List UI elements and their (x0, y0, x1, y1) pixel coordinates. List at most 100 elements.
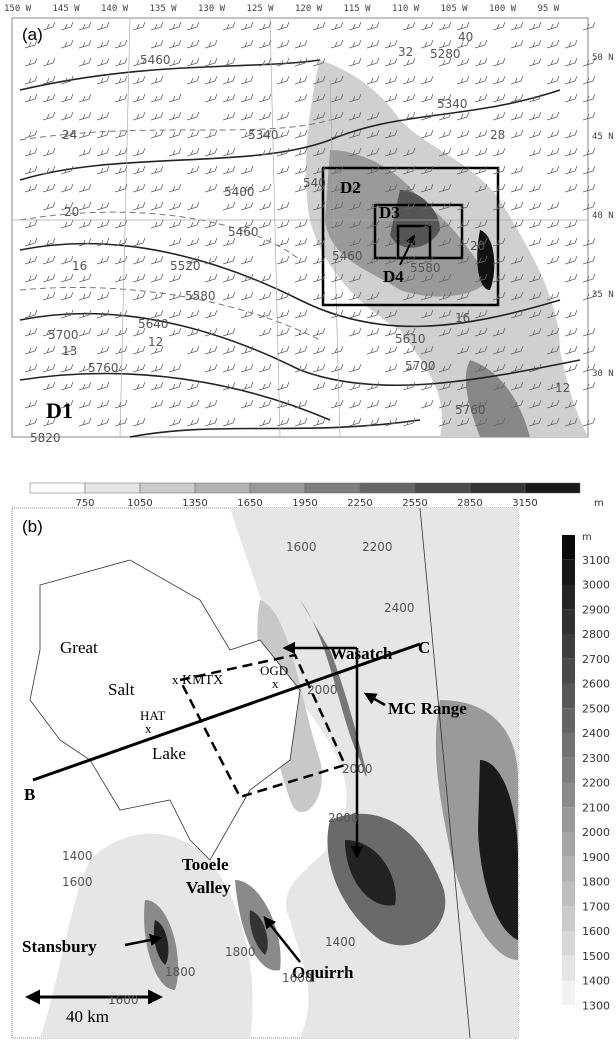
contour-label: 5460 (332, 249, 363, 263)
colorbar-swatch (360, 483, 415, 493)
station-label: HAT (140, 708, 165, 723)
contour-label: 5700 (48, 328, 79, 342)
contour-label: 1400 (62, 849, 93, 863)
colorbar-label: 2250 (347, 498, 372, 509)
domain-label: D2 (340, 178, 361, 197)
lon-label: 105 W (441, 4, 469, 14)
colorbar-label: 1950 (292, 498, 317, 509)
colorbar-label: 2850 (457, 498, 482, 509)
contour-label: 1600 (108, 993, 139, 1007)
colorbar-label: 1800 (582, 876, 610, 889)
domain-label: D1 (46, 398, 73, 423)
colorbar-swatch (470, 483, 525, 493)
colorbar-swatch (140, 483, 195, 493)
colorbar-label: 2000 (582, 826, 610, 839)
contour-label: 5340 (248, 128, 279, 142)
lat-label: 45 N (592, 132, 614, 142)
contour-label: 540 (303, 176, 326, 190)
colorbar-swatch (305, 483, 360, 493)
colorbar-label: 1350 (182, 498, 207, 509)
colorbar-swatch (525, 483, 580, 493)
contour-label: 5520 (170, 259, 201, 273)
colorbar-swatch (562, 981, 575, 1006)
lon-label: 120 W (295, 4, 323, 14)
lon-label: 140 W (101, 4, 129, 14)
colorbar-label: 1700 (582, 900, 610, 913)
lon-label: 95 W (538, 4, 560, 14)
colorbar-swatch (562, 1005, 575, 1030)
colorbar-swatch (562, 609, 575, 634)
colorbar-label: 2900 (582, 603, 610, 616)
contour-label: 2400 (384, 601, 415, 615)
contour-label: 20 (64, 205, 79, 219)
contour-label: 12 (555, 381, 570, 395)
colorbar-swatch (562, 882, 575, 907)
station-label: KMTX (182, 673, 223, 688)
contour-label: 5580 (410, 261, 441, 275)
contour-label: 12 (148, 335, 163, 349)
lat-label: 40 N (592, 211, 614, 221)
colorbar-label: 2600 (582, 678, 610, 691)
station-marker: x (145, 721, 152, 736)
station-marker: x (172, 672, 179, 687)
place-label: Valley (186, 878, 231, 897)
place-label: Salt (108, 680, 135, 699)
colorbar-swatch (562, 832, 575, 857)
contour-label: 24 (62, 128, 77, 142)
figure: (a) D2 D3 D4 D1 546032528040534053402428… (0, 0, 616, 1041)
colorbar-swatch (195, 483, 250, 493)
lon-label: 115 W (344, 4, 372, 14)
colorbar-label: 2700 (582, 653, 610, 666)
place-label: MC Range (388, 699, 467, 718)
contour-label: 1600 (62, 875, 93, 889)
colorbar-label: 1050 (127, 498, 152, 509)
contour-label: 1600 (282, 971, 313, 985)
section-end: B (24, 785, 35, 804)
contour-label: 5640 (138, 317, 169, 331)
colorbar-unit: m (594, 498, 604, 509)
colorbar-swatch (562, 560, 575, 585)
colorbar-swatch (85, 483, 140, 493)
colorbar-swatch (562, 535, 575, 560)
colorbar-swatch (562, 585, 575, 610)
domain-label: D4 (383, 267, 404, 286)
colorbar-swatch (562, 956, 575, 981)
section-end: C (418, 638, 430, 657)
lon-label: 135 W (150, 4, 178, 14)
colorbar-label: 2100 (582, 801, 610, 814)
lon-label: 125 W (247, 4, 275, 14)
page: {"panel_a": { "label": "(a)", "lon_label… (0, 0, 616, 1041)
lat-label: 30 N (592, 369, 614, 379)
contour-label: 2200 (362, 540, 393, 554)
colorbar-label: 3150 (512, 498, 537, 509)
colorbar-swatch (562, 857, 575, 882)
contour-label: 2000 (328, 811, 359, 825)
contour-label: 13 (62, 344, 77, 358)
colorbar-unit: m (582, 532, 592, 543)
colorbar-label: 2200 (582, 777, 610, 790)
colorbar-swatch (562, 634, 575, 659)
colorbar-label: 1500 (582, 950, 610, 963)
place-label: Wasatch (330, 644, 393, 663)
contour-label: 2000 (342, 762, 373, 776)
contour-label: 20 (470, 239, 485, 253)
scale-label: 40 km (66, 1007, 109, 1026)
colorbar-swatch (562, 807, 575, 832)
lon-label: 150 W (4, 4, 32, 14)
contour-label: 40 (458, 30, 473, 44)
contour-label: 1600 (286, 540, 317, 554)
colorbar-swatch (562, 783, 575, 808)
colorbar-label: 3100 (582, 554, 610, 567)
place-label: Tooele (182, 855, 229, 874)
contour-label: 5760 (455, 403, 486, 417)
contour-label: 1800 (225, 945, 256, 959)
colorbar-label: 1400 (582, 975, 610, 988)
domain-label: D3 (379, 203, 400, 222)
lon-label: 100 W (489, 4, 517, 14)
colorbar-swatch (562, 906, 575, 931)
contour-label: 5700 (405, 359, 436, 373)
place-label: Great (60, 638, 98, 657)
colorbar-swatch (562, 733, 575, 758)
colorbar-label: 1900 (582, 851, 610, 864)
contour-label: 5340 (437, 97, 468, 111)
